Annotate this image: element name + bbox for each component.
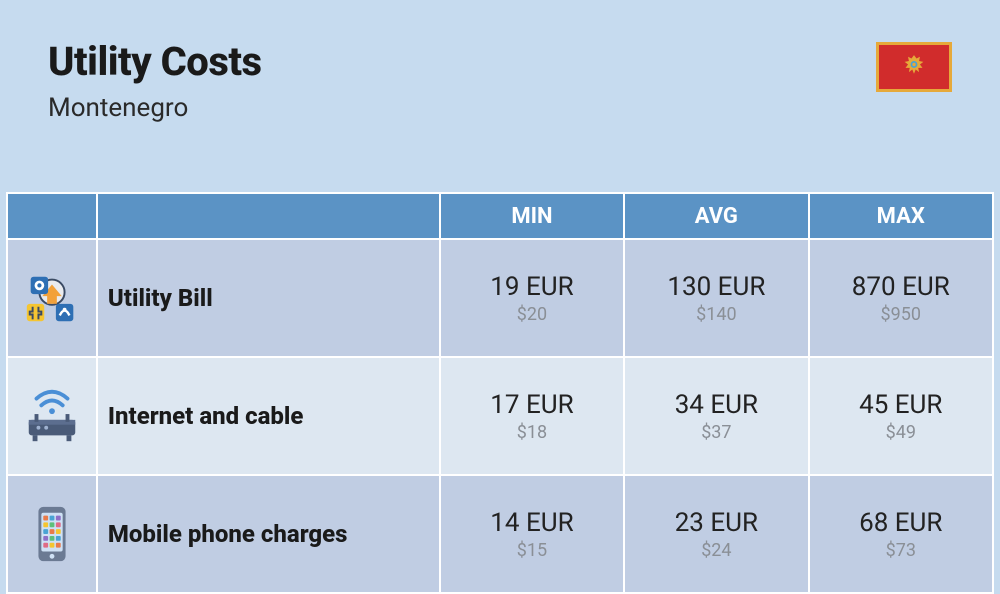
montenegro-flag-icon [876,42,952,92]
value-primary: 45 EUR [810,390,992,420]
cell-min: 19 EUR $20 [440,239,624,357]
table-header-avg: AVG [624,193,808,239]
row-label: Internet and cable [97,357,440,475]
table-header-min: MIN [440,193,624,239]
router-icon [7,357,97,475]
value-secondary: $20 [441,304,623,325]
cell-min: 14 EUR $15 [440,475,624,593]
value-secondary: $24 [625,540,807,561]
value-primary: 17 EUR [441,390,623,420]
row-label: Mobile phone charges [97,475,440,593]
table-header-max: MAX [809,193,993,239]
page-subtitle: Montenegro [48,93,262,123]
value-primary: 23 EUR [625,508,807,538]
cell-max: 45 EUR $49 [809,357,993,475]
value-secondary: $18 [441,422,623,443]
cell-max: 68 EUR $73 [809,475,993,593]
utility-icon [7,239,97,357]
table-header-label [97,193,440,239]
table-row: Internet and cable 17 EUR $18 34 EUR $37… [7,357,993,475]
value-primary: 14 EUR [441,508,623,538]
page-title: Utility Costs [48,38,262,85]
cell-max: 870 EUR $950 [809,239,993,357]
table-row: Utility Bill 19 EUR $20 130 EUR $140 870… [7,239,993,357]
value-secondary: $49 [810,422,992,443]
table-row: Mobile phone charges 14 EUR $15 23 EUR $… [7,475,993,593]
value-primary: 130 EUR [625,272,807,302]
value-primary: 870 EUR [810,272,992,302]
value-secondary: $950 [810,304,992,325]
value-secondary: $140 [625,304,807,325]
value-primary: 68 EUR [810,508,992,538]
table-header-row: MIN AVG MAX [7,193,993,239]
cell-avg: 130 EUR $140 [624,239,808,357]
page: Utility Costs Montenegro MIN AVG [0,0,1000,594]
cell-avg: 23 EUR $24 [624,475,808,593]
value-secondary: $15 [441,540,623,561]
table-header-icon [7,193,97,239]
value-secondary: $73 [810,540,992,561]
cell-avg: 34 EUR $37 [624,357,808,475]
title-block: Utility Costs Montenegro [48,38,262,123]
cell-min: 17 EUR $18 [440,357,624,475]
row-label: Utility Bill [97,239,440,357]
costs-table: MIN AVG MAX [6,192,994,594]
value-primary: 19 EUR [441,272,623,302]
value-secondary: $37 [625,422,807,443]
phone-icon [7,475,97,593]
header: Utility Costs Montenegro [0,0,1000,123]
value-primary: 34 EUR [625,390,807,420]
